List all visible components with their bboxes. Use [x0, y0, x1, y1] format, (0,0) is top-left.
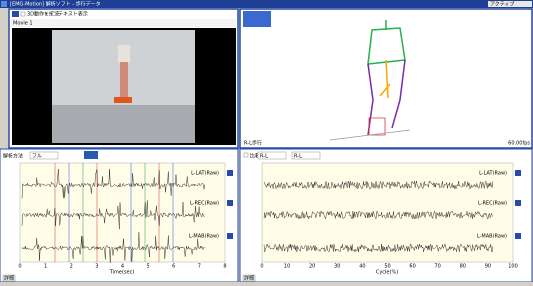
- force-plate: [114, 97, 132, 103]
- person: [120, 62, 128, 98]
- x-tick-label: 30: [334, 264, 340, 270]
- x-tick-label: 0: [18, 264, 21, 270]
- x-tick-label: 7: [198, 264, 201, 270]
- radio[interactable]: [52, 12, 56, 16]
- x-tick-label: 1: [44, 264, 47, 270]
- toolbar[interactable]: [84, 151, 98, 159]
- dropdown-value: R-L: [260, 154, 268, 160]
- channel-label: L-LAT(Raw): [479, 171, 507, 177]
- button-label: 詳細: [244, 275, 254, 282]
- app-icon: [1, 1, 7, 7]
- tab[interactable]: Movie 1: [13, 21, 33, 27]
- x-tick-label: 80: [460, 264, 466, 270]
- button-label: 詳細: [4, 275, 14, 282]
- channel-button[interactable]: [515, 233, 521, 239]
- channel-label: L-MAB(Raw): [477, 234, 507, 240]
- label: 解析方法: [3, 153, 23, 160]
- x-tick-label: 0: [260, 264, 263, 270]
- x-tick-label: 60: [409, 264, 415, 270]
- panel-icon[interactable]: [12, 11, 19, 17]
- toolbar[interactable]: [243, 11, 271, 27]
- x-tick-label: 6: [172, 264, 175, 270]
- x-tick-label: 10: [284, 264, 290, 270]
- channel-label: L-REC(Raw): [478, 201, 507, 207]
- channel-label: L-LAT(Raw): [191, 171, 219, 177]
- app-window: [EMG-Motion] 解析ソフト - 歩行データ アクティブ 3D動作を接続…: [0, 0, 533, 282]
- x-label: Time(sec): [109, 270, 135, 276]
- channel-label: L-REC(Raw): [190, 201, 219, 207]
- x-tick-label: 8: [223, 264, 226, 270]
- x-label: Cycle(%): [376, 270, 398, 276]
- x-tick-label: 2: [70, 264, 73, 270]
- status: アクティブ: [490, 1, 514, 8]
- plot-area: [20, 163, 225, 262]
- fps: 60.00fps: [508, 141, 530, 147]
- channel-button[interactable]: [515, 170, 521, 176]
- option: テキスト表示: [58, 11, 88, 18]
- person: [118, 45, 130, 63]
- x-tick-label: 90: [485, 264, 491, 270]
- x-tick-label: 3: [95, 264, 98, 270]
- checkbox[interactable]: [244, 153, 248, 157]
- x-tick-label: 20: [309, 264, 315, 270]
- dropdown-value: R-L: [294, 154, 302, 160]
- channel-label: L-MAB(Raw): [189, 234, 219, 240]
- floor: [52, 105, 195, 143]
- channel-button[interactable]: [227, 233, 233, 239]
- channel-button[interactable]: [227, 170, 233, 176]
- channel-button[interactable]: [227, 200, 233, 206]
- tab-strip: [11, 19, 236, 27]
- channel-button[interactable]: [515, 200, 521, 206]
- x-tick-label: 100: [508, 264, 518, 270]
- x-tick-label: 40: [359, 264, 365, 270]
- x-tick-label: 70: [435, 264, 441, 270]
- x-tick-label: 5: [147, 264, 150, 270]
- window-title: [EMG-Motion] 解析ソフト - 歩行データ: [10, 1, 101, 8]
- view-label: R-L歩行: [244, 140, 262, 147]
- dropdown-value: フル: [32, 154, 42, 160]
- checkbox[interactable]: [21, 12, 25, 16]
